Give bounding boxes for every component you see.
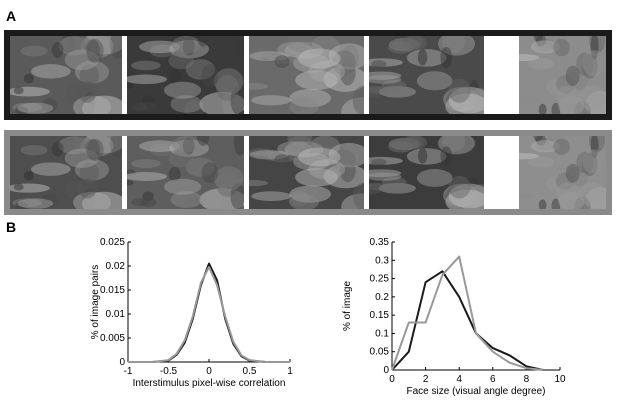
series-line-2 (128, 266, 290, 363)
face-size-histogram: 0 2 4 6 8 10 0 0.05 0.1 0.15 0.2 0.25 0.3 0.35 Face si… (310, 232, 620, 406)
x-tick-label: 10 (554, 374, 566, 385)
y-axis-label: % of image (342, 281, 353, 331)
chipmunk-on-log-photo (10, 136, 122, 209)
tiger-photo (127, 136, 244, 209)
series-line-2 (391, 255, 544, 371)
y-tick-label: 0.015 (100, 285, 125, 296)
x-tick-label: 2 (423, 374, 429, 385)
woman-in-garden-photo (10, 36, 122, 114)
y-tick-label: 0.05 (370, 347, 390, 358)
y-tick-label: 0 (383, 365, 389, 376)
correlation-chart-svg: -1 -0.5 0 0.5 1 0 0.005 0.01 0.015 0.02 0.025 Inter… (90, 237, 293, 389)
average-noise-image (519, 36, 606, 114)
series-line-1 (391, 270, 544, 371)
man-in-forest-photo (249, 36, 364, 114)
panel-label-a: A (6, 8, 17, 24)
x-tick-label: 0 (389, 374, 395, 385)
x-tick-label: 0.5 (243, 366, 257, 377)
animal-stimuli-strip (4, 130, 612, 215)
y-tick-label: 0.25 (370, 274, 390, 285)
x-tick-label: 1 (287, 366, 293, 377)
blank-white-frame (489, 136, 515, 209)
x-tick-label: 8 (524, 374, 530, 385)
x-axis-label: Interstimulus pixel-wise correlation (133, 378, 286, 389)
woman-portrait-photo (127, 36, 244, 114)
correlation-histogram: -1 -0.5 0 0.5 1 0 0.005 0.01 0.015 0.02 0.025 Inter… (0, 232, 310, 406)
y-tick-label: 0.2 (375, 292, 389, 303)
x-tick-label: 0 (206, 366, 212, 377)
x-tick-label: 4 (456, 374, 462, 385)
y-axis-label: % of image pairs (90, 265, 101, 339)
y-tick-label: 0.025 (100, 237, 125, 248)
gazelle-photo (369, 136, 484, 209)
y-tick-label: 0.3 (375, 255, 389, 266)
series-line-1 (128, 262, 290, 363)
face-size-chart-svg: 0 2 4 6 8 10 0 0.05 0.1 0.15 0.2 0.25 0.3 0.35 Face si… (342, 237, 566, 397)
y-tick-label: 0.02 (106, 261, 126, 272)
human-stimuli-strip (4, 30, 612, 120)
y-tick-label: 0.1 (375, 328, 389, 339)
x-tick-label: 6 (490, 374, 496, 385)
y-tick-label: 0 (119, 357, 125, 368)
panel-label-b: B (6, 219, 17, 235)
man-in-cornfield-photo (369, 36, 484, 114)
x-tick-label: -0.5 (160, 366, 178, 377)
x-tick-label: -1 (124, 366, 133, 377)
average-noise-image (519, 136, 606, 209)
y-tick-label: 0.01 (106, 309, 126, 320)
y-tick-label: 0.005 (100, 333, 125, 344)
y-tick-label: 0.35 (370, 237, 390, 248)
y-tick-label: 0.15 (370, 310, 390, 321)
blank-white-frame (489, 36, 515, 114)
lynx-kitten-photo (249, 136, 364, 209)
x-axis-label: Face size (visual angle degree) (407, 386, 546, 397)
